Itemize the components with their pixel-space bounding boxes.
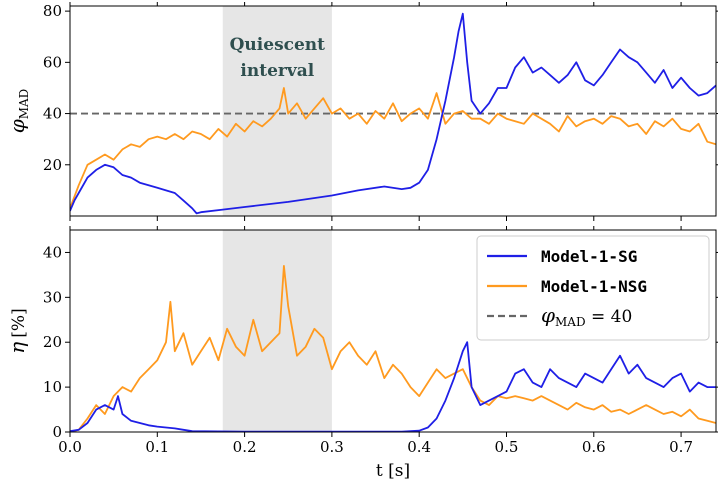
legend-phi: φ	[541, 303, 555, 327]
plot-frame-top	[69, 5, 717, 217]
legend-label-phi-mad: φMAD = 40	[541, 303, 632, 329]
legend-rest: = 40	[586, 307, 633, 327]
y-tick-label-top: 20	[43, 156, 62, 174]
y-tick-label-bottom: 30	[43, 288, 62, 306]
series-line-model-1-sg-bottom	[70, 341, 716, 432]
y-axis-symbol: η	[5, 342, 29, 354]
top-panel: 20 40 60 80 φMAD Quiescent interval	[5, 2, 718, 221]
series-line-model-1-nsg-bottom	[70, 265, 716, 432]
y-tick-label-bottom: 40	[43, 243, 62, 261]
y-axis-subscript: MAD	[17, 89, 31, 120]
x-tick-label: 0.1	[145, 438, 169, 456]
x-axis-label: t [s]	[376, 461, 410, 481]
bottom-panel: 0 10 20 30 40 η [%]	[5, 226, 718, 441]
plot-frame-bottom	[69, 229, 717, 433]
y-axis-unit: [%]	[9, 308, 29, 337]
legend-sub: MAD	[555, 315, 586, 329]
x-tick-label: 0.0	[58, 438, 82, 456]
x-tick-label: 0.5	[495, 438, 519, 456]
x-tick-label: 0.3	[320, 438, 344, 456]
series-line-model-1-sg-top	[70, 12, 716, 215]
y-axis-symbol: φ	[5, 119, 29, 133]
y-tick-label-bottom: 0	[52, 423, 62, 441]
y-tick-label-top: 40	[43, 105, 62, 123]
y-tick-label-top: 80	[43, 2, 62, 20]
legend-label-model-1-nsg: Model-1-NSG	[541, 277, 647, 296]
y-tick-label-bottom: 20	[43, 333, 62, 351]
legend: Model-1-SG Model-1-NSG φMAD = 40	[476, 235, 710, 341]
series-line-model-1-nsg-top	[70, 87, 716, 209]
x-tick-label: 0.4	[407, 438, 431, 456]
y-axis-label-top: φMAD	[5, 89, 31, 134]
y-axis-label-bottom: η [%]	[5, 308, 29, 353]
y-tick-label-bottom: 10	[43, 378, 62, 396]
annotation-line-1: Quiescent	[230, 35, 326, 55]
x-axis: 0.0 0.1 0.2 0.3 0.4 0.5 0.6 0.7 t [s]	[58, 438, 693, 481]
x-tick-label: 0.2	[233, 438, 257, 456]
x-tick-label: 0.7	[669, 438, 693, 456]
y-tick-label-top: 60	[43, 53, 62, 71]
legend-label-model-1-sg: Model-1-SG	[541, 247, 637, 266]
x-tick-label: 0.6	[582, 438, 606, 456]
legend-box	[476, 235, 710, 341]
annotation-line-2: interval	[240, 61, 314, 81]
